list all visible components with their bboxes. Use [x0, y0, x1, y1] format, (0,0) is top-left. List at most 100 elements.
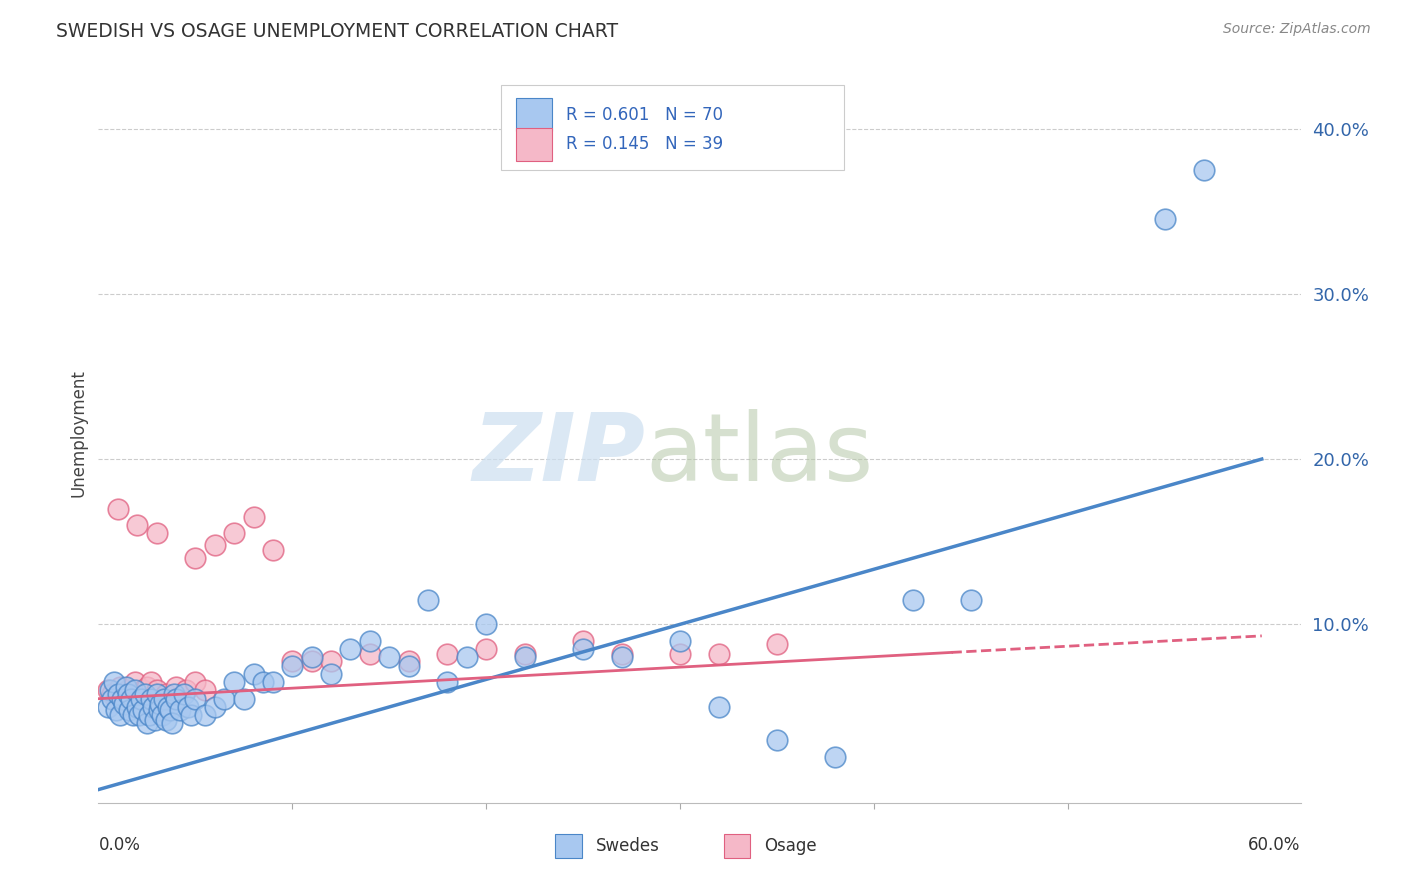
Point: [138, 708, 160, 723]
Point: [111, 691, 134, 706]
Point: [127, 700, 149, 714]
Point: [145, 526, 167, 541]
Text: Swedes: Swedes: [596, 837, 659, 855]
Point: [436, 647, 458, 661]
Point: [157, 700, 180, 714]
Point: [669, 633, 692, 648]
Point: [180, 708, 202, 723]
Point: [155, 687, 177, 701]
Point: [120, 691, 142, 706]
Point: [149, 697, 172, 711]
Point: [122, 708, 145, 723]
Point: [107, 501, 129, 516]
Point: [960, 592, 983, 607]
Point: [148, 703, 170, 717]
Point: [359, 633, 381, 648]
Point: [128, 708, 150, 723]
Bar: [516, 98, 551, 131]
Point: [513, 647, 536, 661]
Text: 0.0%: 0.0%: [98, 836, 141, 855]
Point: [97, 700, 120, 714]
Point: [184, 551, 207, 566]
Point: [281, 658, 304, 673]
Point: [378, 650, 401, 665]
Text: atlas: atlas: [645, 409, 873, 500]
Point: [101, 687, 124, 701]
Point: [416, 592, 439, 607]
Point: [169, 703, 191, 717]
Point: [103, 675, 125, 690]
Point: [824, 749, 846, 764]
Point: [184, 691, 207, 706]
Point: [163, 687, 186, 701]
Point: [101, 691, 124, 706]
Point: [184, 675, 207, 690]
Point: [707, 647, 730, 661]
Point: [114, 680, 136, 694]
Point: [669, 647, 692, 661]
Point: [204, 538, 226, 552]
Point: [124, 675, 146, 690]
Point: [139, 675, 162, 690]
Text: Osage: Osage: [765, 837, 817, 855]
Point: [104, 691, 127, 706]
Y-axis label: Unemployment: Unemployment: [69, 368, 87, 497]
Point: [112, 697, 135, 711]
Text: 60.0%: 60.0%: [1249, 836, 1301, 855]
Text: R = 0.145   N = 39: R = 0.145 N = 39: [567, 136, 723, 153]
Point: [319, 654, 342, 668]
Text: SWEDISH VS OSAGE UNEMPLOYMENT CORRELATION CHART: SWEDISH VS OSAGE UNEMPLOYMENT CORRELATIO…: [56, 22, 619, 41]
Point: [707, 700, 730, 714]
Point: [398, 658, 420, 673]
Point: [319, 666, 342, 681]
Point: [1153, 212, 1175, 227]
Point: [155, 713, 177, 727]
Text: ZIP: ZIP: [472, 409, 645, 500]
Point: [127, 518, 149, 533]
Point: [128, 687, 150, 701]
Point: [1192, 162, 1215, 177]
Point: [160, 716, 183, 731]
Point: [112, 687, 135, 701]
Point: [139, 691, 162, 706]
Point: [232, 691, 254, 706]
Point: [98, 683, 121, 698]
Bar: [724, 834, 749, 858]
Point: [242, 509, 264, 524]
Point: [475, 617, 498, 632]
Point: [107, 687, 129, 701]
Point: [252, 675, 274, 690]
Point: [174, 683, 197, 698]
Point: [610, 647, 633, 661]
Point: [301, 650, 323, 665]
Point: [901, 592, 924, 607]
Point: [134, 687, 156, 701]
Point: [766, 637, 789, 651]
Point: [124, 683, 146, 698]
Point: [281, 654, 304, 668]
Point: [165, 691, 187, 706]
Point: [143, 713, 166, 727]
Point: [132, 683, 155, 698]
FancyBboxPatch shape: [501, 85, 844, 169]
Point: [301, 654, 323, 668]
Point: [242, 666, 264, 681]
Point: [194, 708, 217, 723]
Point: [104, 703, 127, 717]
Point: [262, 675, 284, 690]
Point: [135, 716, 157, 731]
Point: [135, 680, 157, 694]
Point: [572, 642, 595, 657]
Point: [436, 675, 458, 690]
Point: [572, 633, 595, 648]
Point: [153, 691, 176, 706]
Point: [108, 708, 131, 723]
Text: Source: ZipAtlas.com: Source: ZipAtlas.com: [1223, 22, 1371, 37]
Point: [475, 642, 498, 657]
Point: [359, 647, 381, 661]
Point: [456, 650, 478, 665]
Text: R = 0.601   N = 70: R = 0.601 N = 70: [567, 105, 723, 124]
Point: [766, 733, 789, 747]
Point: [204, 700, 226, 714]
Point: [173, 687, 195, 701]
